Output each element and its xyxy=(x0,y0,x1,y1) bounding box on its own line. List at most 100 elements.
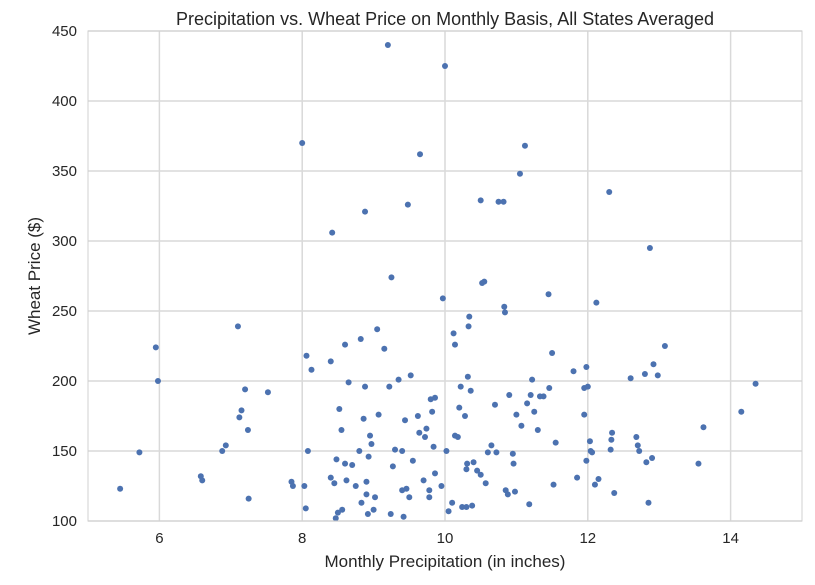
data-point xyxy=(327,474,334,481)
data-point xyxy=(461,413,468,419)
y-tick-label: 150 xyxy=(52,443,77,460)
data-point xyxy=(636,448,643,454)
data-point xyxy=(484,449,491,456)
data-point xyxy=(333,456,340,463)
data-point xyxy=(438,483,445,489)
data-point xyxy=(389,463,396,470)
data-point xyxy=(368,441,375,447)
data-point xyxy=(581,411,588,418)
data-point xyxy=(367,432,374,439)
data-point xyxy=(593,299,600,306)
data-point xyxy=(336,406,343,412)
data-point xyxy=(463,504,470,510)
data-point xyxy=(264,389,271,396)
data-point xyxy=(470,459,477,466)
data-point xyxy=(645,499,652,506)
data-point xyxy=(526,501,533,508)
data-point xyxy=(432,470,439,477)
y-tick-label: 100 xyxy=(52,513,77,530)
data-point xyxy=(469,502,476,509)
data-point xyxy=(465,323,472,330)
data-point xyxy=(589,449,596,456)
data-point xyxy=(334,509,341,516)
data-point xyxy=(627,375,634,382)
data-point xyxy=(402,417,409,424)
data-point xyxy=(381,345,388,352)
data-point xyxy=(358,499,365,506)
data-point xyxy=(430,443,437,450)
data-point xyxy=(611,490,618,496)
data-point xyxy=(463,466,470,473)
x-axis-title: Monthly Precipitation (in inches) xyxy=(325,552,566,571)
data-point xyxy=(345,379,352,386)
data-point xyxy=(509,450,516,457)
data-point xyxy=(238,407,245,414)
data-point xyxy=(457,383,464,390)
plot-frame xyxy=(87,30,803,522)
y-tick-label: 400 xyxy=(52,93,77,110)
data-point xyxy=(650,361,657,368)
data-point xyxy=(404,201,411,208)
data-point xyxy=(357,336,364,342)
data-point xyxy=(482,480,489,487)
data-point xyxy=(506,392,513,398)
data-point xyxy=(342,341,349,348)
data-point xyxy=(540,393,547,400)
data-point xyxy=(464,460,471,467)
data-point xyxy=(700,424,707,431)
data-point xyxy=(570,368,577,375)
data-point xyxy=(426,487,433,494)
data-point xyxy=(574,474,581,481)
x-tick-labels: 6 8 10 12 14 xyxy=(155,530,739,547)
data-point xyxy=(403,485,410,492)
x-tick-label: 10 xyxy=(437,530,454,547)
data-point xyxy=(474,467,481,474)
data-point xyxy=(426,494,433,501)
data-point xyxy=(518,422,525,429)
data-point xyxy=(362,208,369,215)
data-point xyxy=(583,364,590,370)
data-point xyxy=(409,457,416,464)
data-point xyxy=(524,400,531,407)
data-point xyxy=(245,495,252,502)
y-tick-label: 200 xyxy=(52,373,77,390)
data-point xyxy=(439,295,446,302)
data-point xyxy=(374,326,381,333)
data-point xyxy=(422,434,429,440)
data-point xyxy=(501,303,508,310)
data-point xyxy=(661,343,668,349)
data-point xyxy=(606,189,613,195)
data-point xyxy=(329,229,336,236)
data-point xyxy=(511,488,518,495)
data-point xyxy=(477,197,484,204)
data-point xyxy=(234,323,241,330)
data-point xyxy=(289,483,296,489)
x-tick-label: 6 xyxy=(155,530,163,547)
data-point xyxy=(236,414,243,421)
data-point xyxy=(417,151,424,158)
data-point xyxy=(299,140,306,146)
data-point xyxy=(493,449,500,456)
data-point xyxy=(406,494,413,501)
y-tick-label: 300 xyxy=(52,233,77,250)
data-point xyxy=(649,455,656,461)
data-point xyxy=(442,63,448,69)
data-point xyxy=(504,491,511,498)
data-point xyxy=(521,142,528,149)
data-point xyxy=(534,427,541,433)
data-points xyxy=(117,42,759,522)
data-point xyxy=(386,383,393,390)
x-tick-label: 12 xyxy=(579,530,596,547)
data-point xyxy=(752,380,759,387)
data-point xyxy=(654,372,661,379)
data-point xyxy=(633,434,640,440)
data-point xyxy=(242,386,249,393)
data-point xyxy=(464,373,471,380)
data-point xyxy=(219,448,226,454)
data-point xyxy=(500,198,507,205)
data-point xyxy=(481,278,488,285)
data-point xyxy=(501,309,508,316)
data-point xyxy=(416,429,423,436)
data-point xyxy=(304,448,311,454)
